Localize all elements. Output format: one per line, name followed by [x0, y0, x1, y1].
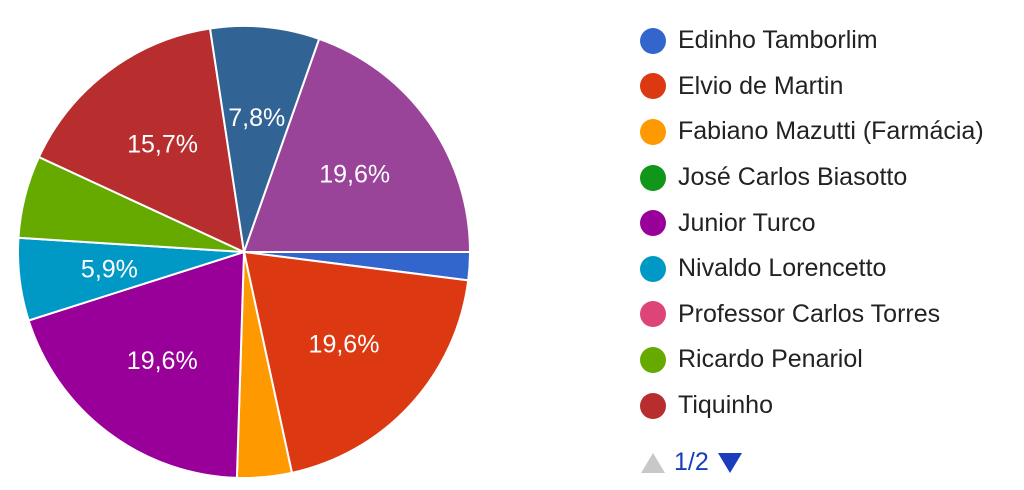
legend-color-dot-icon [640, 210, 666, 237]
legend-color-dot-icon [640, 164, 666, 191]
legend-pager: 1/2 [640, 448, 743, 477]
legend-item[interactable]: Edinho Tamborlim [640, 18, 984, 64]
legend-item[interactable]: Junior Turco [640, 200, 984, 246]
slice-label: 19,6% [309, 331, 380, 359]
legend-color-dot-icon [640, 392, 666, 419]
legend-label: Edinho Tamborlim [678, 26, 878, 55]
pie-slice[interactable] [27, 250, 246, 479]
legend-color-dot-icon [640, 255, 666, 282]
legend-item[interactable]: Elvio de Martin [640, 64, 984, 110]
legend-item[interactable]: Professor Carlos Torres [640, 292, 984, 338]
slice-label: 7,8% [228, 104, 285, 132]
slice-label: 15,7% [127, 131, 198, 159]
legend-item[interactable]: Tiquinho [640, 383, 984, 429]
pie-slice[interactable] [208, 25, 321, 253]
legend-color-dot-icon [640, 301, 666, 328]
slice-label: 19,6% [319, 161, 390, 189]
legend-color-dot-icon [640, 73, 666, 100]
legend-label: Ricardo Penariol [678, 345, 863, 374]
legend-item[interactable]: Nivaldo Lorencetto [640, 246, 984, 292]
legend-item[interactable]: José Carlos Biasotto [640, 155, 984, 201]
pager-next-arrow-icon[interactable] [717, 452, 743, 474]
legend-label: Elvio de Martin [678, 71, 844, 100]
pager-prev-arrow-icon[interactable] [640, 452, 666, 474]
legend-color-dot-icon [640, 27, 666, 54]
pie-slice[interactable] [242, 250, 470, 475]
legend-label: José Carlos Biasotto [678, 163, 908, 192]
slice-label: 5,9% [81, 256, 138, 284]
legend-color-dot-icon [640, 118, 666, 145]
pie-slice[interactable] [37, 27, 246, 254]
pie-slice[interactable] [242, 37, 472, 253]
legend-item[interactable]: Ricardo Penariol [640, 337, 984, 383]
legend-color-dot-icon [640, 346, 666, 373]
pager-label: 1/2 [674, 448, 709, 476]
pie-chart: 19,6% 19,6% 5,9% 15,7% 7,8% 19,6% [17, 25, 472, 479]
legend-label: Professor Carlos Torres [678, 299, 941, 328]
legend-label: Tiquinho [678, 391, 773, 420]
legend: Edinho Tamborlim Elvio de Martin Fabiano M… [640, 18, 984, 428]
legend-label: Fabiano Mazutti (Farmácia) [678, 117, 984, 146]
legend-label: Nivaldo Lorencetto [678, 254, 887, 283]
slice-label: 19,6% [127, 347, 198, 375]
legend-item[interactable]: Fabiano Mazutti (Farmácia) [640, 109, 984, 155]
legend-label: Junior Turco [678, 208, 816, 237]
